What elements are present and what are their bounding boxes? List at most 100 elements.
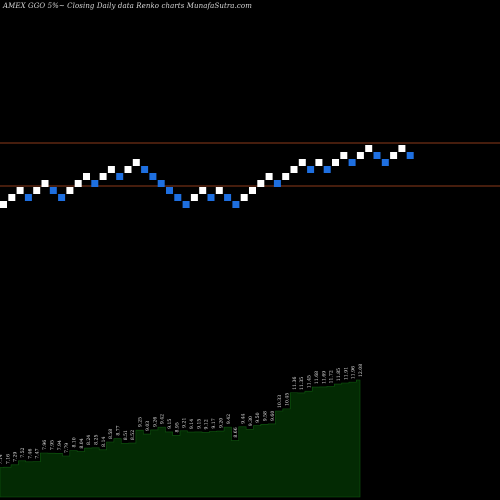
renko-brick-down: [174, 194, 182, 201]
value-label: 11.72: [329, 370, 335, 383]
value-label: 8.04: [79, 438, 85, 448]
renko-brick-up: [99, 173, 107, 180]
renko-brick-down: [24, 194, 32, 201]
value-label: 11.45: [307, 375, 313, 388]
renko-brick-up: [83, 173, 90, 180]
renko-brick-down: [348, 159, 356, 166]
value-label: 10.33: [277, 395, 283, 408]
value-label: 7.16: [5, 454, 11, 464]
renko-brick-down: [58, 194, 66, 201]
renko-brick-up: [0, 201, 7, 208]
renko-brick-up: [215, 187, 223, 194]
renko-brick-up: [107, 166, 115, 173]
renko-brick-up: [340, 152, 348, 159]
renko-brick-up: [240, 194, 248, 201]
value-label: 11.85: [336, 368, 342, 381]
value-label: 8.24: [86, 435, 92, 445]
value-label: 7.47: [35, 448, 41, 458]
renko-brick-up: [74, 180, 82, 187]
renko-brick-up: [398, 145, 406, 152]
value-label: 8.14: [101, 436, 107, 446]
renko-brick-down: [406, 152, 414, 159]
renko-brick-up: [199, 187, 207, 194]
renko-brick-down: [307, 166, 315, 173]
volume-area: [0, 379, 361, 498]
renko-brick-down: [381, 159, 389, 166]
renko-brick-down: [141, 166, 149, 173]
value-label: 11.69: [321, 371, 327, 384]
renko-brick-down: [157, 180, 165, 187]
value-label: 9.50: [255, 412, 261, 422]
value-label: 11.91: [343, 367, 349, 380]
renko-brick-up: [124, 166, 132, 173]
value-label: 9.21: [182, 418, 188, 428]
renko-brick-up: [190, 194, 198, 201]
value-label: 7.46: [27, 449, 33, 459]
value-label: 11.68: [314, 371, 320, 384]
value-label: 9.14: [189, 419, 195, 429]
value-label: 11.36: [292, 377, 298, 390]
value-label: 9.60: [270, 411, 276, 421]
renko-brick-down: [207, 194, 215, 201]
renko-brick-up: [41, 180, 49, 187]
value-label: 9.42: [160, 414, 166, 424]
renko-brick-up: [290, 166, 298, 173]
renko-brick-down: [116, 173, 124, 180]
renko-brick-up: [249, 187, 256, 194]
renko-brick-up: [265, 173, 273, 180]
renko-brick-down: [232, 201, 240, 208]
value-label: 9.42: [226, 414, 232, 424]
value-label: 9.30: [248, 416, 254, 426]
value-label: 9.12: [204, 419, 210, 429]
value-label: 9.15: [196, 419, 202, 429]
renko-brick-up: [66, 187, 74, 194]
value-label: 11.96: [351, 366, 357, 379]
value-label: 9.44: [240, 413, 246, 423]
renko-brick-down: [91, 180, 99, 187]
value-label: 7.96: [42, 440, 48, 450]
value-label: 8.95: [174, 422, 180, 432]
value-label: 9.25: [138, 417, 144, 427]
value-label: 9.20: [218, 418, 224, 428]
value-label: 8.58: [108, 429, 114, 439]
renko-brick-up: [365, 145, 373, 152]
renko-brick-down: [323, 166, 331, 173]
renko-brick-down: [166, 187, 173, 194]
value-label: 7.94: [57, 440, 63, 450]
renko-brick-up: [298, 159, 306, 166]
renko-brick-up: [356, 152, 364, 159]
renko-brick-up: [132, 159, 140, 166]
value-label: 9.17: [211, 418, 217, 428]
renko-brick-up: [390, 152, 398, 159]
renko-brick-up: [33, 187, 41, 194]
value-label: 7.95: [49, 440, 55, 450]
value-label: 7.79: [64, 443, 70, 453]
renko-brick-down: [49, 187, 57, 194]
renko-brick-down: [273, 180, 281, 187]
value-label: 8.51: [123, 430, 129, 440]
chart-title: AMEX GGO 5%~ Closing Daily data Renko ch…: [3, 2, 252, 10]
value-label: 12.08: [358, 364, 364, 377]
renko-brick-down: [182, 201, 190, 208]
renko-brick-up: [332, 159, 339, 166]
value-label: 11.35: [299, 377, 305, 390]
value-label: 8.25: [94, 435, 100, 445]
renko-brick-down: [149, 173, 157, 180]
value-label: 7.52: [20, 447, 26, 457]
value-label: 7.29: [13, 452, 19, 462]
renko-brick-up: [315, 159, 323, 166]
value-label: 8.10: [71, 437, 77, 447]
value-label: 7.14: [0, 454, 4, 464]
value-label: 8.77: [116, 425, 122, 435]
renko-brick-up: [16, 187, 24, 194]
renko-brick-down: [373, 152, 381, 159]
value-label: 10.45: [285, 393, 291, 406]
value-label: 8.52: [130, 430, 136, 440]
renko-brick-up: [282, 173, 290, 180]
renko-brick-up: [8, 194, 16, 201]
renko-brick-up: [257, 180, 265, 187]
value-label: 9.03: [145, 421, 151, 431]
renko-brick-down: [224, 194, 232, 201]
value-label: 8.66: [233, 427, 239, 437]
